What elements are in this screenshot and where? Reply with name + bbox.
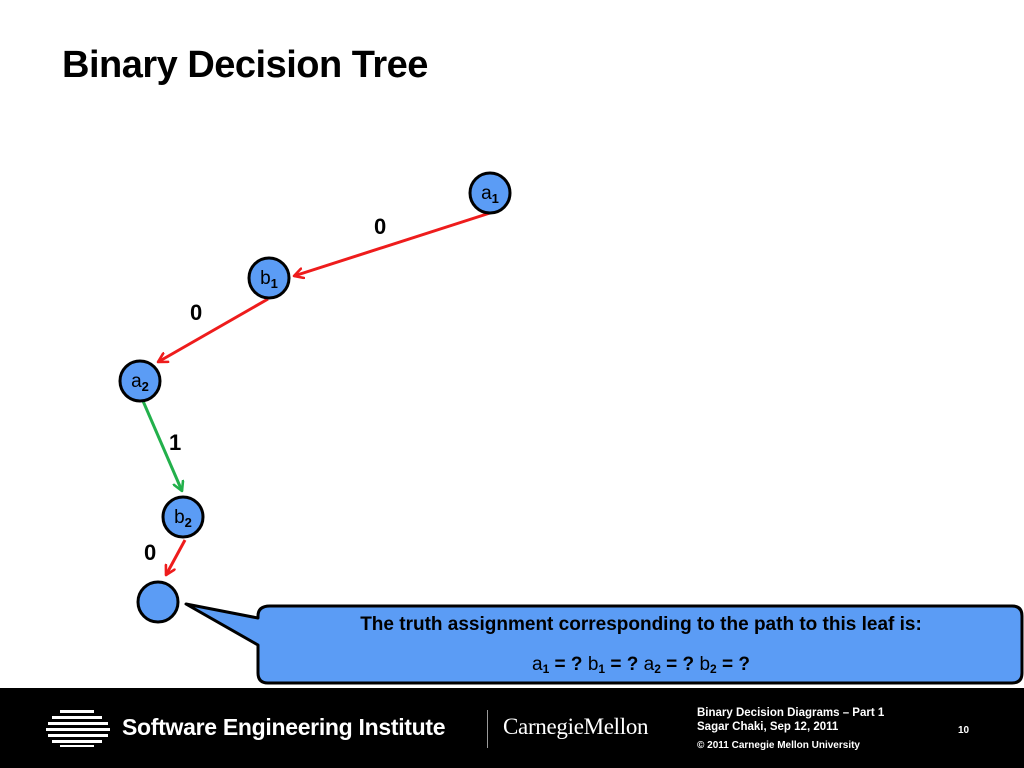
- node-b2: b2: [161, 495, 205, 539]
- edge-a2-b2: 1: [141, 400, 182, 491]
- node-a1-var: a: [481, 183, 492, 204]
- leaf-node: [136, 580, 180, 624]
- slide-title: Binary Decision Tree: [62, 44, 428, 86]
- assign-b2: b2 = ?: [699, 654, 750, 676]
- node-b1-var: b: [260, 268, 271, 289]
- node-b2-sub: 2: [185, 515, 192, 530]
- node-b2-var: b: [174, 507, 185, 528]
- footer-divider: [487, 710, 488, 748]
- deck-title: Binary Decision Diagrams – Part 1: [697, 707, 885, 719]
- node-b1: b1: [247, 256, 291, 300]
- assign-a1: a1 = ?: [532, 654, 588, 676]
- decision-tree-diagram: 0 0 1 0 a1 b1 a2 b2: [118, 171, 1024, 685]
- node-a2-sub: 2: [142, 379, 149, 394]
- edge-b2-leaf: 0: [144, 539, 187, 575]
- edge-label-b1-a2: 0: [190, 300, 202, 325]
- sei-wordmark: Software Engineering Institute: [122, 714, 446, 740]
- copyright-notice: © 2011 Carnegie Mellon University: [697, 740, 860, 751]
- svg-text:b2: b2: [174, 507, 192, 530]
- node-a2-var: a: [131, 371, 142, 392]
- edge-label-a1-b1: 0: [374, 214, 386, 239]
- node-b1-sub: 1: [271, 276, 278, 291]
- author-date: Sagar Chaki, Sep 12, 2011: [697, 721, 839, 733]
- assign-a2: a2 = ?: [643, 654, 700, 676]
- svg-text:b1: b1: [260, 268, 278, 291]
- edge-a1-b1: 0: [294, 211, 491, 276]
- slide-footer: Software Engineering Institute CarnegieM…: [0, 688, 1024, 768]
- callout-assignment: a1 = ? b1 = ? a2 = ? b2 = ?: [262, 654, 1020, 676]
- node-a1-sub: 1: [492, 191, 499, 206]
- cmu-wordmark: CarnegieMellon: [503, 714, 649, 739]
- svg-text:a1: a1: [481, 183, 499, 206]
- callout-heading: The truth assignment corresponding to th…: [360, 614, 922, 635]
- edge-b1-a2: 0: [158, 297, 269, 364]
- edge-label-b2-leaf: 0: [144, 540, 156, 565]
- node-a1: a1: [468, 171, 512, 215]
- svg-text:a2: a2: [131, 371, 149, 394]
- edge-label-a2-b2: 1: [169, 430, 181, 455]
- page-number: 10: [958, 725, 970, 736]
- callout-bubble: [184, 602, 1024, 685]
- assign-b1: b1 = ?: [587, 654, 644, 676]
- node-a2: a2: [118, 359, 162, 403]
- sei-globe-logo-icon: [46, 710, 110, 747]
